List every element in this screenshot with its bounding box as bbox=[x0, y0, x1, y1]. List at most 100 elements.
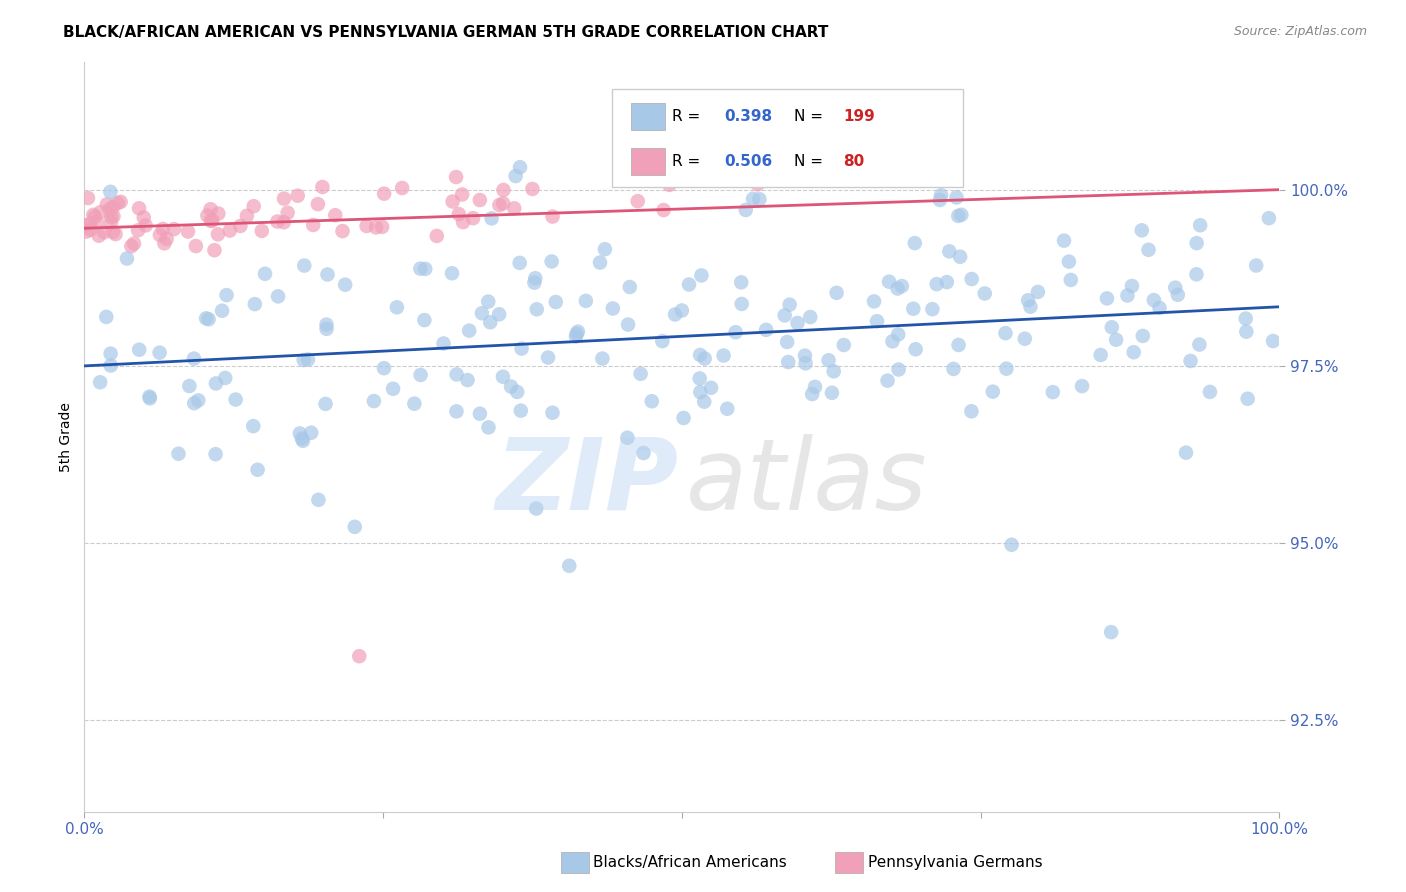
Point bbox=[246, 463, 269, 477]
Point bbox=[541, 406, 564, 420]
Point bbox=[823, 364, 845, 378]
Y-axis label: 5th Grade: 5th Grade bbox=[59, 402, 73, 472]
Point bbox=[461, 211, 484, 226]
Point bbox=[444, 169, 467, 184]
Point bbox=[567, 325, 589, 339]
Point bbox=[307, 197, 329, 211]
Point bbox=[1244, 259, 1267, 273]
Point bbox=[479, 315, 502, 329]
Point bbox=[100, 185, 122, 199]
Point bbox=[633, 446, 655, 460]
Point bbox=[477, 294, 499, 309]
Point bbox=[1099, 625, 1122, 640]
Point bbox=[1180, 354, 1202, 368]
Point bbox=[779, 298, 801, 312]
Point bbox=[229, 219, 252, 233]
Point bbox=[291, 432, 314, 446]
Point bbox=[187, 393, 209, 408]
Point bbox=[205, 376, 228, 391]
Point bbox=[110, 194, 132, 209]
Point bbox=[409, 368, 432, 382]
Point bbox=[973, 286, 995, 301]
Point bbox=[273, 192, 295, 206]
Point bbox=[207, 206, 229, 220]
Point bbox=[363, 394, 385, 409]
Point bbox=[804, 380, 827, 394]
Point bbox=[509, 256, 531, 270]
Point bbox=[197, 209, 219, 223]
Point bbox=[492, 369, 515, 384]
Point bbox=[1185, 268, 1208, 282]
Point bbox=[524, 501, 547, 516]
Point bbox=[1095, 292, 1118, 306]
Point bbox=[292, 353, 315, 368]
Point bbox=[627, 194, 650, 209]
Point bbox=[863, 294, 886, 309]
Point bbox=[315, 397, 337, 411]
Point bbox=[426, 229, 449, 244]
Point bbox=[492, 183, 515, 197]
Point bbox=[671, 303, 693, 318]
Point bbox=[195, 311, 218, 326]
Text: R =: R = bbox=[672, 154, 706, 169]
Point bbox=[128, 343, 150, 357]
Point bbox=[382, 382, 405, 396]
Point bbox=[371, 219, 394, 234]
Point bbox=[96, 310, 118, 324]
Point bbox=[1057, 254, 1080, 268]
Point bbox=[866, 314, 889, 328]
Text: 0.398: 0.398 bbox=[724, 110, 772, 124]
Point bbox=[197, 312, 219, 326]
Point bbox=[315, 322, 337, 336]
Point bbox=[132, 211, 155, 225]
Point bbox=[716, 401, 738, 416]
Point bbox=[832, 338, 855, 352]
Point bbox=[291, 434, 314, 448]
Point bbox=[177, 225, 200, 239]
Point bbox=[693, 351, 716, 366]
Point bbox=[537, 351, 560, 365]
Text: N =: N = bbox=[794, 110, 828, 124]
Point bbox=[364, 220, 387, 235]
Point bbox=[942, 362, 965, 376]
Point bbox=[100, 210, 122, 224]
Point bbox=[1090, 348, 1112, 362]
Point bbox=[215, 288, 238, 302]
Point bbox=[948, 338, 970, 352]
Point bbox=[995, 361, 1018, 376]
Point bbox=[1234, 325, 1257, 339]
Point bbox=[565, 326, 588, 341]
Point bbox=[724, 325, 747, 339]
Point bbox=[1149, 301, 1171, 315]
Point bbox=[79, 223, 101, 237]
Point bbox=[225, 392, 247, 407]
Point bbox=[1014, 332, 1036, 346]
Point bbox=[981, 384, 1004, 399]
Point bbox=[83, 210, 105, 224]
Point bbox=[107, 196, 129, 211]
Point bbox=[509, 160, 531, 174]
Point bbox=[242, 419, 264, 434]
Point bbox=[471, 306, 494, 320]
Point bbox=[877, 275, 900, 289]
Point bbox=[886, 281, 908, 295]
Point bbox=[904, 343, 927, 357]
Point bbox=[713, 349, 735, 363]
Point bbox=[385, 301, 408, 315]
Point bbox=[76, 225, 98, 239]
Point bbox=[1105, 333, 1128, 347]
Point bbox=[457, 373, 479, 387]
Point bbox=[297, 352, 319, 367]
Point bbox=[104, 227, 127, 241]
Point bbox=[1116, 288, 1139, 302]
Point bbox=[755, 323, 778, 337]
Point bbox=[1053, 234, 1076, 248]
Point bbox=[167, 447, 190, 461]
Point bbox=[617, 318, 640, 332]
Point bbox=[440, 266, 463, 280]
Point bbox=[211, 303, 233, 318]
Point bbox=[446, 404, 468, 418]
Point bbox=[672, 411, 695, 425]
Point bbox=[101, 200, 124, 214]
Point bbox=[1101, 320, 1123, 334]
